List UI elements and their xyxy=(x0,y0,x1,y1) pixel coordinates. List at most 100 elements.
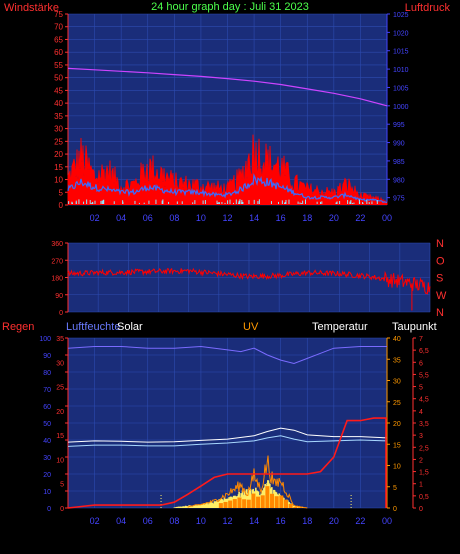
header-left-label: Windstärke xyxy=(4,2,59,14)
x-tick-label: 10 xyxy=(196,213,206,223)
x-tick-label: 22 xyxy=(355,213,365,223)
left-tick-label: 25 xyxy=(54,137,63,146)
left-tick-label: 0 xyxy=(59,310,63,317)
humidity-tick-label: 20 xyxy=(43,472,51,479)
temperature-tick-label: 20 xyxy=(393,421,401,428)
left-tick-label: 40 xyxy=(54,99,63,108)
calm-markers xyxy=(68,199,378,204)
uv-bar xyxy=(237,497,242,508)
rain-tick-label: 35 xyxy=(56,336,64,343)
x-tick-label: 00 xyxy=(382,516,392,526)
right-tick-label: O xyxy=(436,255,445,267)
humidity-tick-label: 30 xyxy=(43,455,51,462)
humidity-tick-label: 80 xyxy=(43,370,51,377)
rain-tick-label: 25 xyxy=(56,385,64,392)
uv-bar xyxy=(246,499,251,508)
humidity-tick-label: 40 xyxy=(43,438,51,445)
humidity-tick-label: 50 xyxy=(43,421,51,428)
humidity-tick-label: 10 xyxy=(43,489,51,496)
left-tick-label: 60 xyxy=(54,48,63,57)
x-tick-label: 04 xyxy=(116,213,126,223)
dewpoint-line xyxy=(67,435,388,447)
wind-direction-line xyxy=(67,267,431,295)
rain-tick-label: 5 xyxy=(60,482,64,489)
x-tick-label: 10 xyxy=(196,516,206,526)
x-tick-label: 16 xyxy=(276,213,286,223)
humidity-tick-label: 90 xyxy=(43,353,51,360)
rain-tick-label: 15 xyxy=(56,433,64,440)
uv-tick-label: 1 xyxy=(419,482,423,489)
temperature-tick-label: 40 xyxy=(393,336,401,343)
temperature-tick-label: 0 xyxy=(393,506,397,513)
x-tick-label: 14 xyxy=(249,213,259,223)
left-tick-label: 270 xyxy=(51,258,63,265)
humidity-line xyxy=(67,345,387,365)
x-tick-label: 00 xyxy=(382,213,392,223)
uv-tick-label: 5,5 xyxy=(419,372,429,379)
uv-bar xyxy=(251,493,256,508)
x-tick-label: 20 xyxy=(329,213,339,223)
uv-tick-label: 3 xyxy=(419,433,423,440)
pressure-line xyxy=(67,67,388,107)
right-tick-label: 985 xyxy=(393,159,405,166)
left-tick-label: 50 xyxy=(54,74,63,83)
legend-luftfeuchte: Luftfeuchte xyxy=(66,321,120,333)
right-tick-label: 990 xyxy=(393,141,405,148)
right-tick-label: N xyxy=(436,238,444,250)
left-tick-label: 15 xyxy=(54,163,63,172)
left-tick-label: 45 xyxy=(54,86,63,95)
left-tick-label: 75 xyxy=(54,10,63,19)
right-tick-label: N xyxy=(436,307,444,319)
wind-speed-series xyxy=(67,134,388,205)
humidity-tick-label: 60 xyxy=(43,404,51,411)
temperature-tick-label: 35 xyxy=(393,357,401,364)
left-tick-label: 70 xyxy=(54,23,63,32)
panel-wind-pressure: 0510152025303540455055606570759759809859… xyxy=(54,10,409,223)
uv-tick-label: 2,5 xyxy=(419,445,429,452)
temperature-tick-label: 15 xyxy=(393,442,401,449)
x-tick-label: 12 xyxy=(222,213,232,223)
avg-wind-line xyxy=(67,173,388,204)
right-tick-label: 975 xyxy=(393,196,405,203)
uv-bar xyxy=(228,500,233,508)
legend-temperatur: Temperatur xyxy=(312,321,368,333)
uv-bar xyxy=(293,507,298,508)
left-tick-label: 30 xyxy=(54,125,63,134)
uv-bar xyxy=(260,495,265,508)
uv-tick-label: 4,5 xyxy=(419,397,429,404)
right-tick-label: 995 xyxy=(393,122,405,129)
right-tick-label: 1000 xyxy=(393,104,409,111)
right-tick-label: 1020 xyxy=(393,30,409,37)
left-tick-label: 180 xyxy=(51,276,63,283)
uv-bar xyxy=(279,495,284,508)
uv-bar xyxy=(223,501,228,508)
temperature-tick-label: 30 xyxy=(393,379,401,386)
x-tick-label: 22 xyxy=(355,516,365,526)
rain-line xyxy=(67,417,387,509)
humidity-tick-label: 100 xyxy=(39,336,51,343)
left-tick-label: 20 xyxy=(54,150,63,159)
left-tick-label: 360 xyxy=(51,241,63,248)
x-tick-label: 18 xyxy=(302,516,312,526)
uv-bar xyxy=(242,499,247,508)
right-tick-label: 1005 xyxy=(393,85,409,92)
right-tick-label: S xyxy=(436,273,443,285)
rain-tick-label: 20 xyxy=(56,409,64,416)
right-tick-label: 1010 xyxy=(393,67,409,74)
x-tick-label: 08 xyxy=(169,516,179,526)
left-tick-label: 5 xyxy=(59,188,64,197)
x-tick-label: 18 xyxy=(302,213,312,223)
humidity-tick-label: 70 xyxy=(43,387,51,394)
temperature-tick-label: 5 xyxy=(393,485,397,492)
left-tick-label: 90 xyxy=(55,293,63,300)
right-tick-label: W xyxy=(436,290,447,302)
uv-bar xyxy=(265,486,270,508)
uv-tick-label: 2 xyxy=(419,457,423,464)
uv-bar xyxy=(297,507,302,508)
rain-tick-label: 10 xyxy=(56,457,64,464)
uv-tick-label: 6 xyxy=(419,360,423,367)
uv-tick-label: 1,5 xyxy=(419,470,429,477)
uv-bar xyxy=(288,503,293,508)
legend-taupunkt: Taupunkt xyxy=(392,321,437,333)
